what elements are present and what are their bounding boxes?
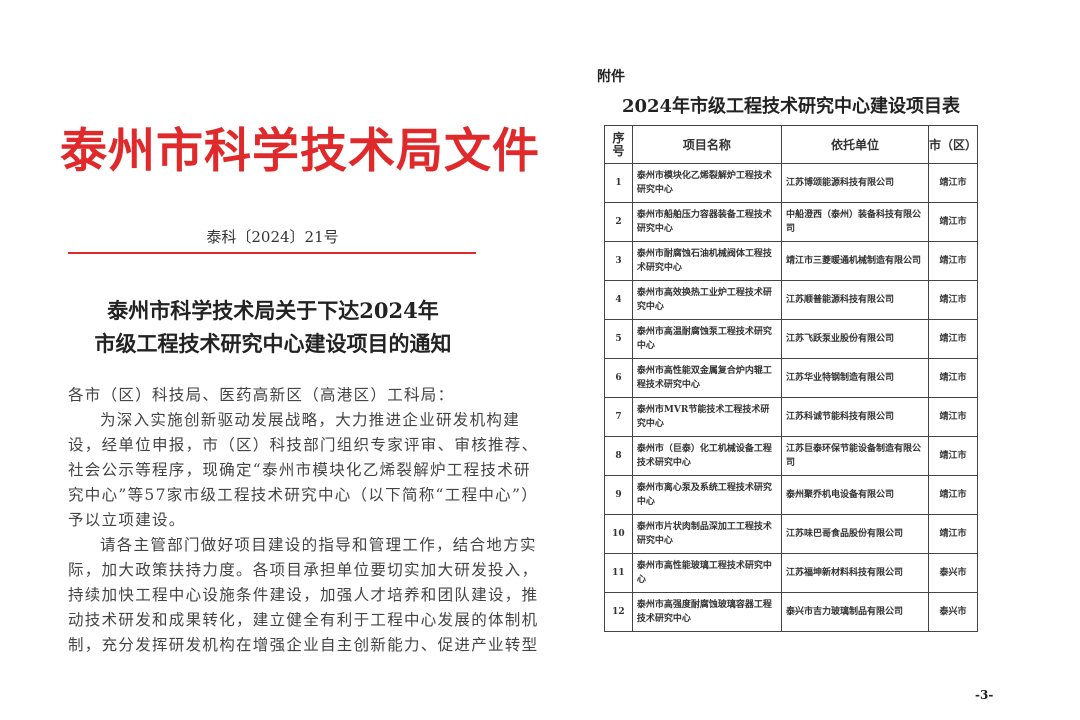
host-unit: 江苏飞跃泵业股份有限公司 [780,319,929,359]
project-table: 序号 项目名称 依托单位 市（区） 1 泰州市模块化乙烯裂解炉工程技术研究中心 江苏… [604,125,979,632]
table-row: 6 泰州市高性能双金属复合炉内辊工程技术研究中心 江苏华业特钢制造有限公司 靖江市 [604,358,979,398]
city-district: 靖江市 [927,163,979,203]
city-district: 靖江市 [927,241,979,281]
body-line: 设，经单位申报，市（区）科技部门组织专家评审、审核推荐、 [68,436,539,454]
project-name: 泰州市船舶压力容器装备工程技术研究中心 [631,202,782,242]
document-header-title: 泰州市科学技术局文件 [60,124,540,179]
city-district: 靖江市 [927,202,979,242]
table-header-row: 序号 项目名称 依托单位 市（区） [604,125,979,164]
body-line: 究中心”等57家市级工程技术研究中心（以下简称“工程中心”） [68,486,538,504]
table-row: 2 泰州市船舶压力容器装备工程技术研究中心 中船澄西（泰州）装备科技有限公司 靖江市 [604,202,979,242]
column-header-city: 市（区） [927,125,979,164]
row-number: 5 [604,319,633,359]
city-district: 靖江市 [927,397,979,437]
table-title: 2024年市级工程技术研究中心建设项目表 [621,96,961,117]
host-unit: 泰州聚乔机电设备有限公司 [780,475,929,515]
city-district: 靖江市 [927,514,979,554]
row-number: 1 [604,163,633,203]
project-name: 泰州市模块化乙烯裂解炉工程技术研究中心 [631,163,782,203]
host-unit: 江苏巨泰环保节能设备制造有限公司 [780,436,929,476]
city-district: 泰兴市 [927,592,979,632]
page-number: -3- [975,688,994,702]
table-row: 12 泰州市高强度耐腐蚀玻璃容器工程技术研究中心 泰兴市吉力玻璃制品有限公司 泰兴市 [604,592,979,632]
city-district: 靖江市 [927,358,979,398]
column-header-no: 序号 [604,125,633,164]
host-unit: 江苏味巴哥食品股份有限公司 [780,514,929,554]
project-name: 泰州市高效换热工业炉工程技术研究中心 [631,280,782,320]
row-number: 12 [604,592,633,632]
body-line: 持续加快工程中心设施条件建设，加强人才培养和团队建设，推 [68,586,539,604]
project-name: 泰州市（巨泰）化工机械设备工程技术研究中心 [631,436,782,476]
table-row: 3 泰州市耐腐蚀石油机械阀体工程技术研究中心 靖江市三菱暖通机械制造有限公司 靖江市 [604,241,979,281]
project-name: 泰州市高温耐腐蚀泵工程技术研究中心 [631,319,782,359]
red-divider [68,252,476,254]
body-line: 予以立项建设。 [68,511,186,529]
project-name: 泰州市耐腐蚀石油机械阀体工程技术研究中心 [631,241,782,281]
document-number: 泰科〔2024〕21号 [206,228,339,246]
body-line: 社会公示等程序，现确定“泰州市模块化乙烯裂解炉工程技术研 [68,461,531,479]
table-row: 1 泰州市模块化乙烯裂解炉工程技术研究中心 江苏博颂能源科技有限公司 靖江市 [604,163,979,203]
body-line: 各市（区）科技局、医药高新区（高港区）工科局： [68,386,455,404]
city-district: 靖江市 [927,436,979,476]
project-name: 泰州市离心泵及系统工程技术研究中心 [631,475,782,515]
table-row: 5 泰州市高温耐腐蚀泵工程技术研究中心 江苏飞跃泵业股份有限公司 靖江市 [604,319,979,359]
column-header-unit: 依托单位 [780,125,929,164]
city-district: 泰兴市 [927,553,979,593]
host-unit: 江苏福坤新材料科技有限公司 [780,553,929,593]
city-district: 靖江市 [927,280,979,320]
row-number: 3 [604,241,633,281]
row-number: 8 [604,436,633,476]
table-row: 11 泰州市高性能玻璃工程技术研究中心 江苏福坤新材料科技有限公司 泰兴市 [604,553,979,593]
project-name: 泰州市片状肉制品深加工工程技术研究中心 [631,514,782,554]
project-name: 泰州市高性能双金属复合炉内辊工程技术研究中心 [631,358,782,398]
attachment-label: 附件 [597,69,625,85]
notice-title-line-2: 市级工程技术研究中心建设项目的通知 [94,331,452,356]
table-row: 8 泰州市（巨泰）化工机械设备工程技术研究中心 江苏巨泰环保节能设备制造有限公司 靖江… [604,436,979,476]
table-row: 10 泰州市片状肉制品深加工工程技术研究中心 江苏味巴哥食品股份有限公司 靖江市 [604,514,979,554]
table-row: 9 泰州市离心泵及系统工程技术研究中心 泰州聚乔机电设备有限公司 靖江市 [604,475,979,515]
row-number: 10 [604,514,633,554]
table-row: 4 泰州市高效换热工业炉工程技术研究中心 江苏顺普能源科技有限公司 靖江市 [604,280,979,320]
body-line: 制，充分发挥研发机构在增强企业自主创新能力、促进产业转型 [68,636,539,654]
project-name: 泰州市高性能玻璃工程技术研究中心 [631,553,782,593]
project-name: 泰州市高强度耐腐蚀玻璃容器工程技术研究中心 [631,592,782,632]
row-number: 2 [604,202,633,242]
project-name: 泰州市MVR节能技术工程技术研究中心 [631,397,782,437]
host-unit: 江苏科诚节能科技有限公司 [780,397,929,437]
notice-title-line-1: 泰州市科学技术局关于下达2024年 [107,298,439,323]
row-number: 6 [604,358,633,398]
city-district: 靖江市 [927,475,979,515]
host-unit: 靖江市三菱暖通机械制造有限公司 [780,241,929,281]
city-district: 靖江市 [927,319,979,359]
host-unit: 江苏博颂能源科技有限公司 [780,163,929,203]
column-header-name: 项目名称 [631,125,782,164]
body-line: 为深入实施创新驱动发展战略，大力推进企业研发机构建 [100,411,521,429]
table-row: 7 泰州市MVR节能技术工程技术研究中心 江苏科诚节能科技有限公司 靖江市 [604,397,979,437]
body-line: 动技术研发和成果转化，建立健全有利于工程中心发展的体制机 [68,611,539,629]
row-number: 4 [604,280,633,320]
body-line: 请各主管部门做好项目建设的指导和管理工作，结合地方实 [100,536,537,554]
row-number: 11 [604,553,633,593]
row-number: 7 [604,397,633,437]
host-unit: 泰兴市吉力玻璃制品有限公司 [780,592,929,632]
host-unit: 江苏顺普能源科技有限公司 [780,280,929,320]
host-unit: 江苏华业特钢制造有限公司 [780,358,929,398]
body-line: 际，加大政策扶持力度。各项目承担单位要切实加大研发投入， [68,561,539,579]
row-number: 9 [604,475,633,515]
host-unit: 中船澄西（泰州）装备科技有限公司 [780,202,929,242]
